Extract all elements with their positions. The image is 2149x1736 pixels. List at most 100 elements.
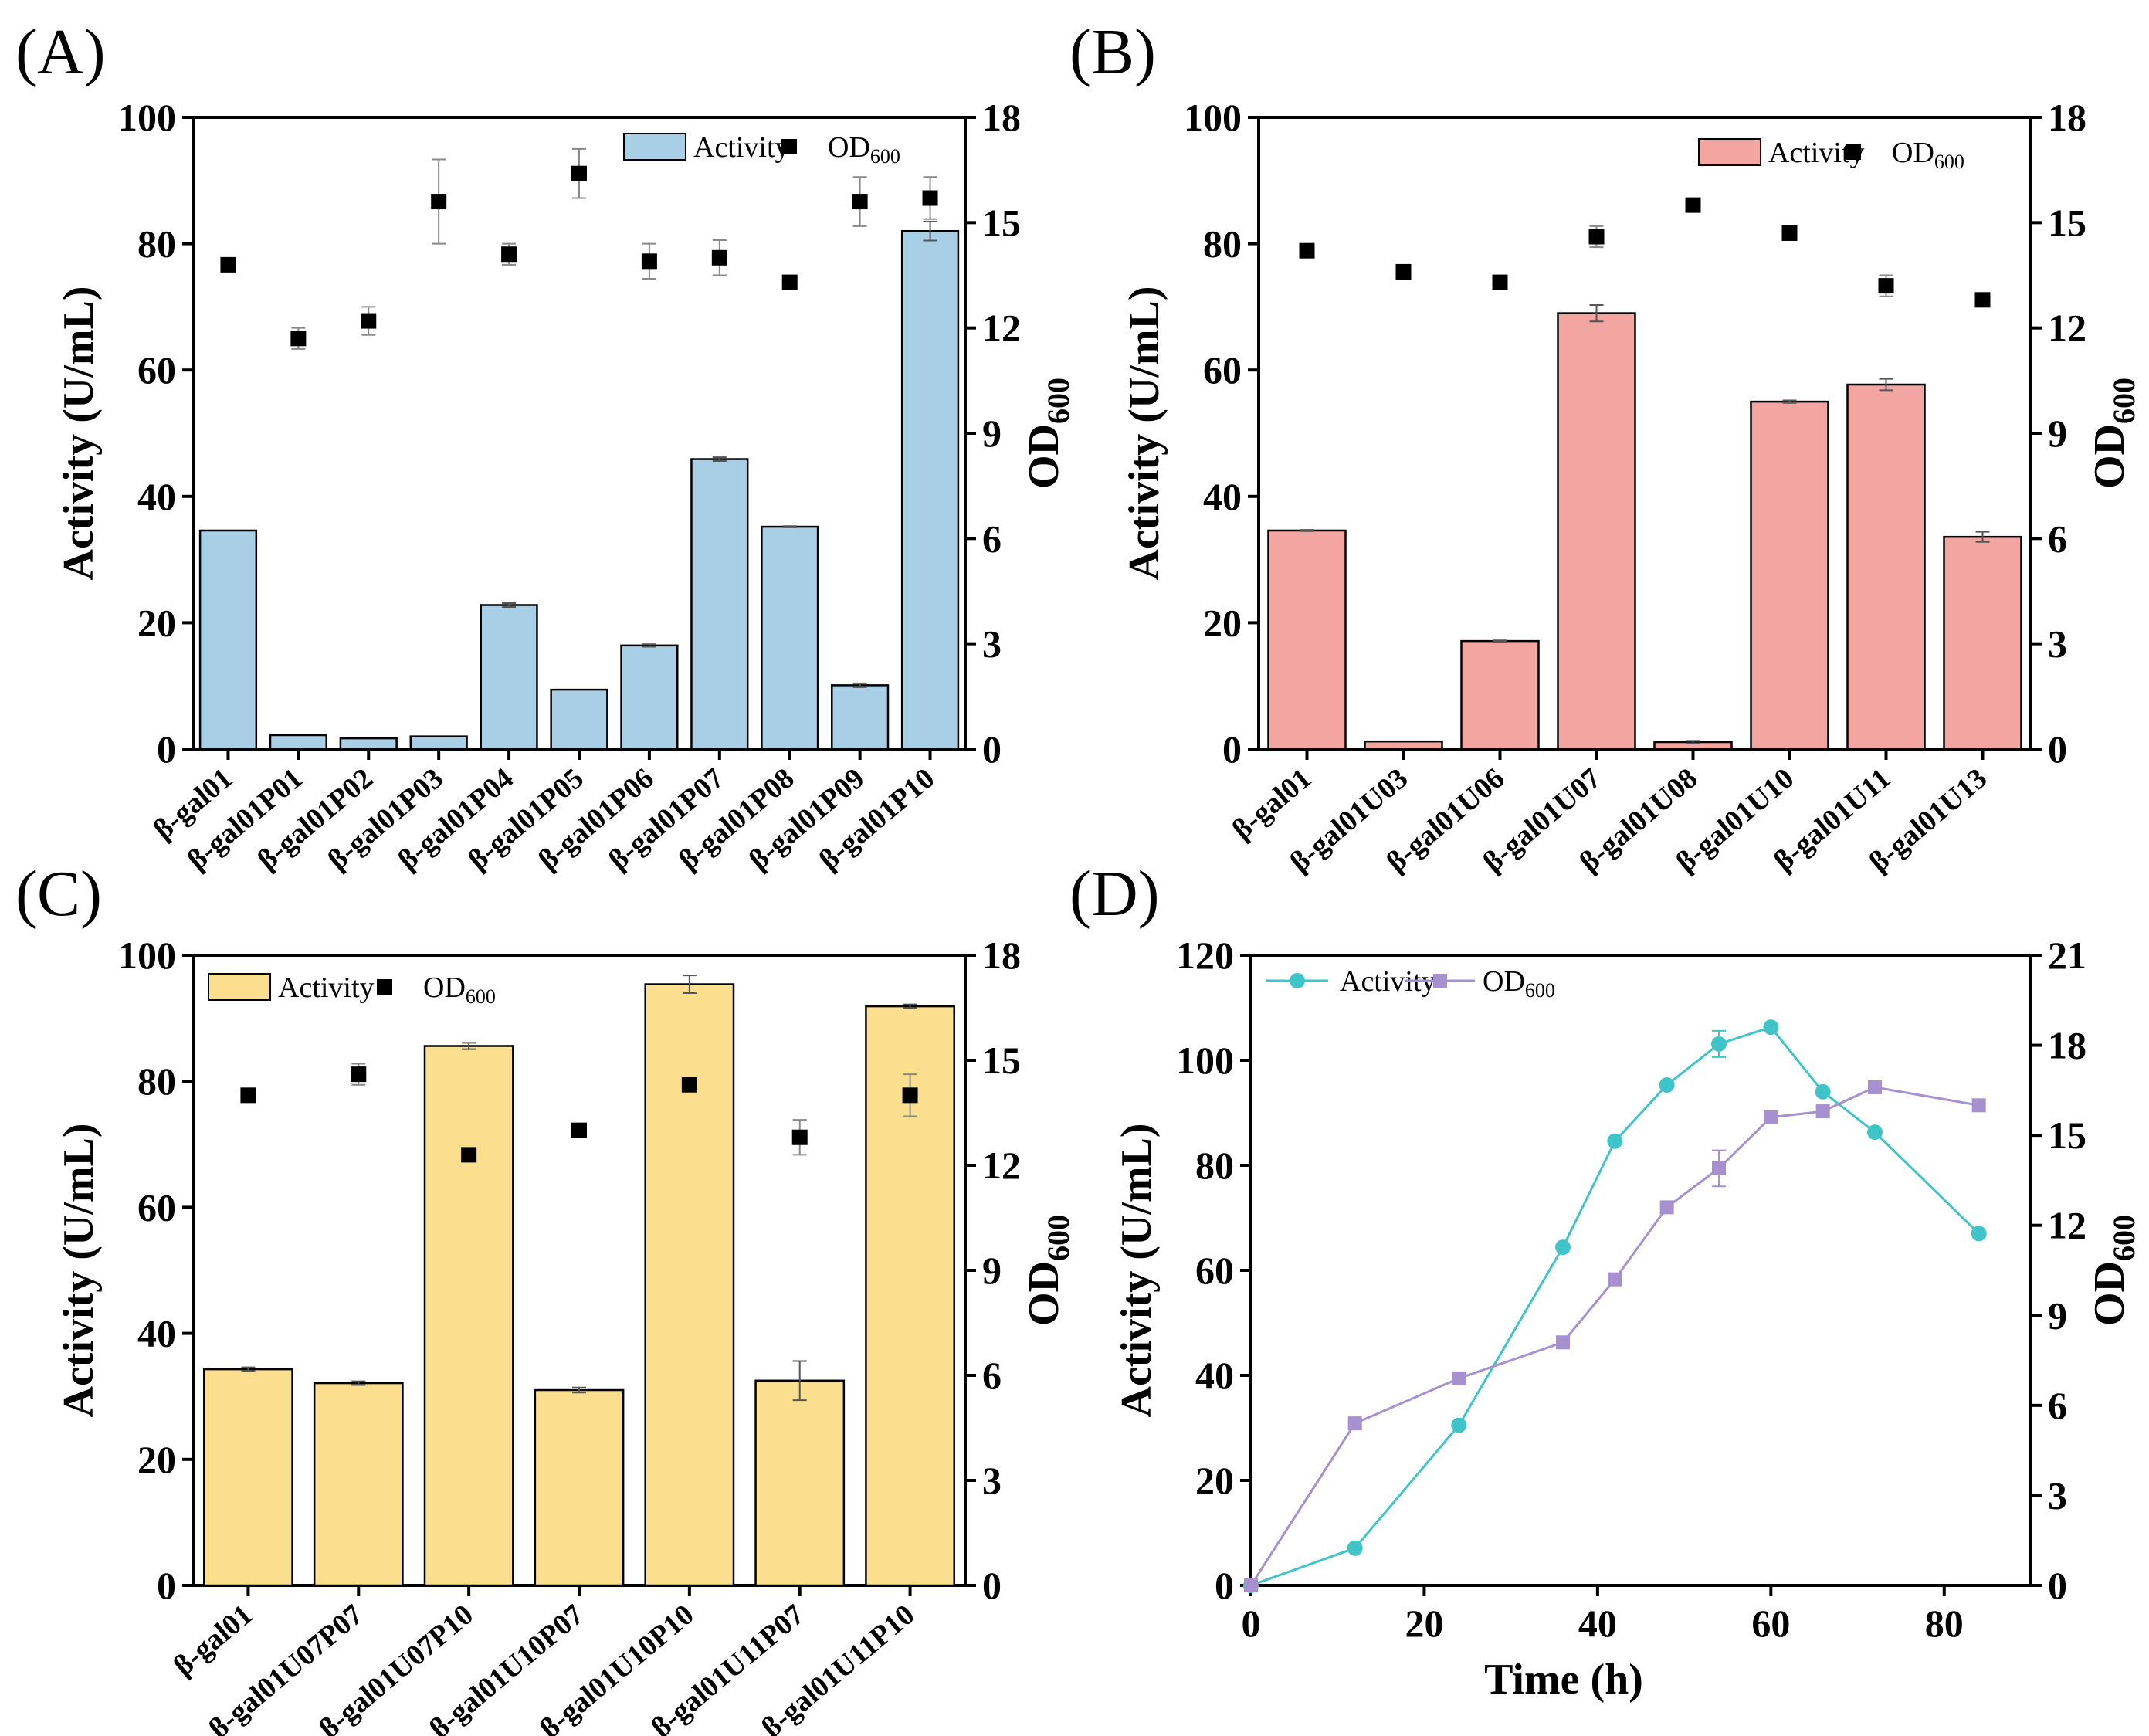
x-tick-label: 80 xyxy=(1925,1602,1964,1645)
bar-activity xyxy=(620,644,679,751)
series-line-activity xyxy=(1250,1026,1980,1587)
point-activity xyxy=(1867,1124,1883,1141)
y2-tick-label: 12 xyxy=(2048,1204,2086,1247)
bar-activity xyxy=(1943,535,2022,751)
point-od xyxy=(1452,1371,1466,1385)
bar-activity xyxy=(203,1368,293,1587)
legend-od-label: OD600 xyxy=(423,971,496,1008)
bar-activity xyxy=(1460,639,1540,751)
od-point xyxy=(351,1066,367,1083)
y-axis-title: Activity (U/mL) xyxy=(55,286,103,580)
od-point xyxy=(361,313,377,329)
od-point xyxy=(1878,278,1894,294)
y2-tick-label: 18 xyxy=(2048,1024,2086,1067)
panel-label: (B) xyxy=(1069,16,1156,88)
od-point xyxy=(681,1077,697,1093)
x-tick-label: 40 xyxy=(1578,1602,1617,1645)
legend-activity-swatch xyxy=(1698,138,1761,166)
y2-axis-title: OD600 xyxy=(2086,378,2141,489)
legend-od-marker xyxy=(1433,974,1447,988)
y-tick-label: 0 xyxy=(157,1564,176,1607)
legend-activity-label: Activity xyxy=(693,131,790,164)
od-point xyxy=(431,194,447,210)
legend-od-label: OD600 xyxy=(1892,137,1964,173)
y-tick-label: 20 xyxy=(1203,601,1242,644)
y-tick-label: 40 xyxy=(1195,1354,1234,1397)
y2-tick-label: 12 xyxy=(2048,307,2086,350)
bar-activity xyxy=(831,684,890,751)
point-activity xyxy=(1763,1019,1779,1036)
bar-activity xyxy=(761,525,819,751)
y2-tick-label: 18 xyxy=(2048,96,2086,139)
od-point xyxy=(902,1087,918,1104)
point-od xyxy=(1347,1416,1362,1431)
point-od xyxy=(1244,1578,1258,1592)
legend-od-sub: 600 xyxy=(1934,151,1964,173)
bar-activity xyxy=(313,1382,404,1587)
y-tick-label: 80 xyxy=(1203,222,1242,266)
legend-od-main: OD xyxy=(828,131,870,164)
y2-tick-label: 15 xyxy=(2048,201,2086,244)
y2-axis-title-sub: 600 xyxy=(1041,378,1076,424)
panel-label: (D) xyxy=(1069,858,1160,930)
legend-activity-swatch xyxy=(208,973,271,1001)
y-tick-label: 20 xyxy=(1195,1459,1234,1502)
od-point xyxy=(461,1147,477,1163)
legend-od-main: OD xyxy=(423,971,466,1004)
y-tick-label: 20 xyxy=(137,1438,176,1481)
point-activity xyxy=(1711,1036,1727,1052)
bar-activity xyxy=(1267,529,1347,751)
x-tick-label: 60 xyxy=(1751,1602,1790,1645)
y2-tick-label: 15 xyxy=(982,1039,1021,1082)
od-point xyxy=(641,253,657,270)
legend-od-marker xyxy=(1846,144,1861,160)
y2-tick-label: 21 xyxy=(2048,934,2086,977)
y2-tick-label: 0 xyxy=(982,727,1002,771)
od-point xyxy=(1974,292,1991,308)
y-tick-label: 40 xyxy=(1203,475,1242,518)
y2-axis-title: OD600 xyxy=(2086,1215,2141,1326)
x-category-label: β-gal01 xyxy=(168,1599,259,1683)
y2-tick-label: 15 xyxy=(982,201,1021,244)
y2-tick-label: 6 xyxy=(982,517,1002,560)
bar-activity xyxy=(480,604,538,751)
od-point xyxy=(220,256,236,273)
bar-activity xyxy=(339,737,398,751)
od-point xyxy=(922,190,938,206)
y2-axis-title-main: OD xyxy=(1020,424,1068,489)
point-od xyxy=(1764,1110,1778,1124)
legend-od-sub: 600 xyxy=(870,145,900,168)
y2-tick-label: 6 xyxy=(982,1354,1002,1397)
x-tick-label: 20 xyxy=(1405,1602,1443,1645)
bar-activity xyxy=(644,983,735,1587)
y2-tick-label: 12 xyxy=(982,307,1021,350)
plot-frame xyxy=(192,116,967,751)
y-tick-label: 40 xyxy=(137,1312,176,1355)
od-point xyxy=(1588,229,1605,245)
y-tick-label: 0 xyxy=(1215,1564,1234,1607)
bar-activity xyxy=(1364,740,1443,751)
y2-tick-label: 9 xyxy=(982,412,1002,455)
od-point xyxy=(1299,242,1315,259)
chart-panel-4: (D) 0 20 40 60 80 100 120 0 3 6 9 12 15 18 21 Activity (… xyxy=(1069,858,2141,1704)
bar-activity xyxy=(690,458,749,751)
bar-activity xyxy=(409,735,468,751)
od-point xyxy=(791,1129,808,1145)
point-activity xyxy=(1659,1077,1675,1093)
legend-od-marker xyxy=(377,979,392,995)
point-activity xyxy=(1555,1239,1571,1256)
panel-label: (A) xyxy=(15,16,106,88)
od-point xyxy=(1492,274,1508,290)
legend-od-sub: 600 xyxy=(466,985,496,1008)
x-tick-label: 0 xyxy=(1242,1602,1261,1645)
y-tick-label: 60 xyxy=(137,348,176,392)
y2-tick-label: 18 xyxy=(982,96,1021,139)
y2-tick-label: 3 xyxy=(982,622,1002,666)
y-tick-label: 0 xyxy=(157,727,176,771)
bar-activity xyxy=(269,734,327,751)
legend-od-label: OD600 xyxy=(828,131,900,168)
y-tick-label: 40 xyxy=(137,475,176,518)
bar-activity xyxy=(900,229,960,751)
y-tick-label: 80 xyxy=(137,1060,176,1103)
series-line-od xyxy=(1249,1086,1979,1586)
